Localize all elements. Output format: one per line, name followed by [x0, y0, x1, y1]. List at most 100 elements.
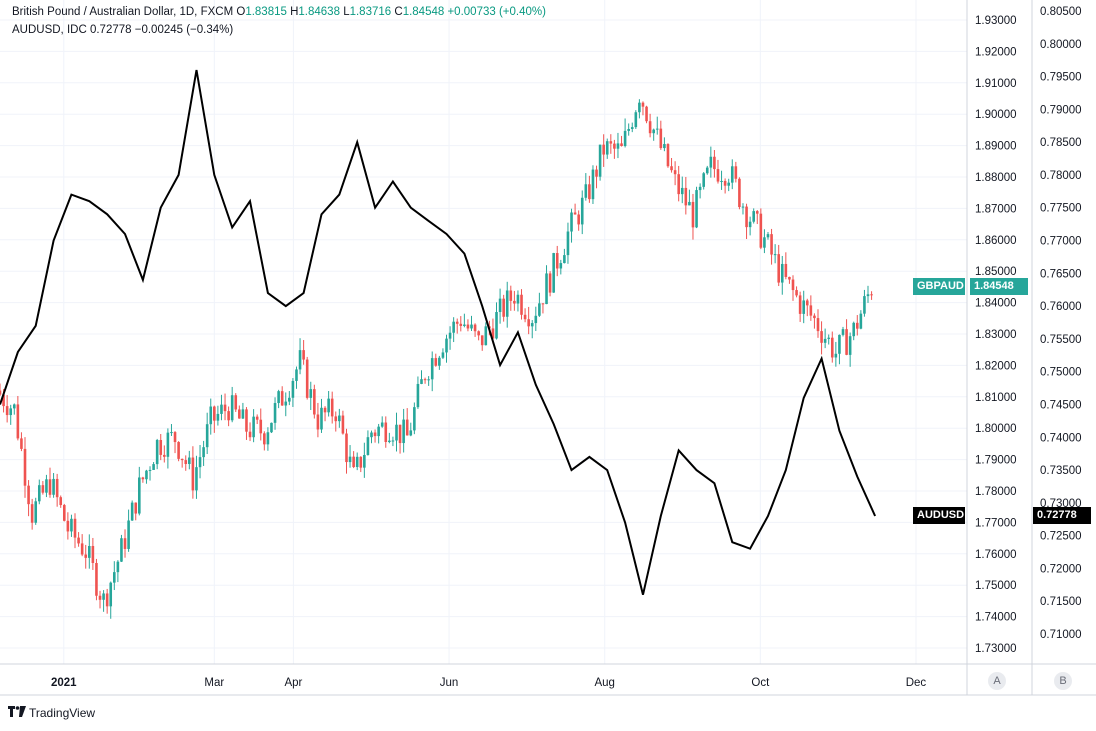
gbpaud-candle-body [95, 562, 98, 596]
gbpaud-candle-body [645, 106, 648, 122]
gbpaud-candle-body [59, 497, 63, 506]
y-tick-label-gbpaud: 1.86000 [975, 235, 1017, 247]
gbpaud-candle-body [577, 214, 580, 225]
gbpaud-candle-body [434, 358, 438, 366]
tick-labels: 1.73000 1.74000 1.75000 1.76000 1.77000 1.780… [51, 6, 1082, 689]
gbpaud-candle-body [820, 331, 823, 343]
gbpaud-candle-body [91, 546, 95, 563]
gbpaud-candle-body [588, 184, 591, 200]
gbpaud-candle-body [145, 470, 148, 480]
gbpaud-candle-body [170, 432, 173, 434]
gbpaud-candle-body [5, 406, 9, 416]
gbpaud-candle-body [166, 432, 170, 457]
gbpaud-candle-body [852, 322, 856, 337]
legend-close-label: C [394, 6, 403, 18]
gbpaud-candle-body [134, 502, 138, 514]
legend-change-value: +0.00733 (+0.40%) [447, 6, 546, 18]
gbpaud-candle-body [130, 502, 134, 521]
gbpaud-candle-body [270, 422, 273, 433]
gbpaud-candle-body [555, 253, 559, 269]
y-tick-label-gbpaud: 1.84000 [975, 298, 1017, 310]
gbpaud-candle-body [384, 422, 388, 443]
gbpaud-candle-body [313, 389, 316, 415]
gbpaud-candle-body [673, 170, 677, 175]
gbpaud-candle-body [402, 419, 405, 444]
x-tick-label: 2021 [51, 677, 77, 689]
gbpaud-candle-body [230, 395, 234, 421]
gbpaud-candle-body [527, 319, 530, 327]
gbpaud-candle-body [52, 478, 55, 495]
gbpaud-candle-body [34, 501, 38, 523]
y-tick-label-gbpaud: 1.78000 [975, 486, 1017, 498]
gbpaud-candle-body [534, 315, 538, 324]
gbpaud-candle-body [41, 485, 45, 493]
audusd-line [0, 69, 877, 595]
gbpaud-candle-body [545, 273, 548, 305]
gbpaud-candle-body [523, 314, 527, 320]
gbpaud-candle-body [473, 324, 477, 332]
gbpaud-candle-body [409, 430, 413, 436]
gbpaud-candle-body [709, 156, 713, 168]
gbpaud-candle-body [866, 294, 870, 297]
gbpaud-candle-body [102, 593, 105, 600]
grid-layer [0, 0, 967, 664]
gbpaud-candle-body [566, 231, 570, 256]
gbpaud-candle-body [105, 593, 109, 607]
x-tick-label: Apr [284, 677, 302, 689]
gbpaud-candle-body [705, 167, 709, 174]
scale-b-button[interactable]: B [1054, 672, 1072, 690]
gbpaud-candle-body [2, 394, 5, 407]
gbpaud-candle-body [173, 432, 177, 443]
tradingview-logo-icon [8, 705, 26, 720]
x-tick-label: Dec [906, 677, 927, 689]
gbpaud-candle-body [455, 321, 459, 324]
gbpaud-candle-body [509, 290, 513, 301]
gbpaud-candle-body [205, 424, 209, 448]
gbpaud-candle-body [163, 454, 166, 457]
y-tick-label-gbpaud: 1.76000 [975, 549, 1017, 561]
gbpaud-candle-body [845, 329, 848, 355]
y-tick-label-audusd: 0.77500 [1040, 203, 1082, 215]
gbpaud-candle-body [730, 166, 734, 183]
legend-low-label: L [343, 6, 350, 18]
gbpaud-candle-body [470, 324, 473, 329]
gbpaud-candle-body [570, 212, 573, 232]
gbpaud-candle-body [841, 329, 845, 335]
gbpaud-candle-body [770, 234, 773, 255]
gbpaud-candle-body [495, 311, 498, 339]
gbpaud-candle-body [298, 350, 302, 370]
y-tick-label-gbpaud: 1.81000 [975, 392, 1017, 404]
gbpaud-candle-body [366, 437, 370, 455]
y-tick-label-gbpaud: 1.79000 [975, 455, 1017, 467]
gbpaud-candle-body [559, 263, 563, 269]
tradingview-branding[interactable]: TradingView [8, 705, 95, 720]
gbpaud-candle-body [295, 369, 298, 381]
gbpaud-candle-body [188, 457, 191, 465]
gbpaud-candle-body [809, 305, 813, 316]
gbpaud-candle-body [848, 336, 852, 355]
gbpaud-candle-body [548, 273, 552, 293]
gbpaud-candle-body [413, 407, 416, 431]
gbpaud-candle-body [238, 409, 241, 419]
gbpaud-candle-body [630, 127, 634, 129]
gbpaud-candle-body [423, 379, 427, 381]
gbpaud-candle-body [284, 401, 288, 406]
y-tick-label-audusd: 0.73500 [1040, 465, 1082, 477]
gbpaud-candle-body [316, 414, 320, 430]
gbpaud-candle-body [688, 201, 691, 206]
gbpaud-candle-body [305, 359, 309, 398]
gbpaud-candle-body [177, 442, 180, 459]
y-tick-label-audusd: 0.71500 [1040, 596, 1082, 608]
x-tick-label: Jun [440, 677, 459, 689]
gbpaud-candle-body [430, 358, 434, 380]
scale-a-button[interactable]: A [988, 672, 1006, 690]
gbpaud-candle-body [530, 323, 534, 327]
gbpaud-candle-body [863, 296, 866, 314]
gbpaud-candle-body [198, 457, 202, 468]
y-tick-label-gbpaud: 1.88000 [975, 172, 1017, 184]
gbpaud-candle-body [395, 424, 398, 441]
audusd-series-line [0, 69, 877, 595]
gbpaud-candle-body [477, 331, 480, 336]
